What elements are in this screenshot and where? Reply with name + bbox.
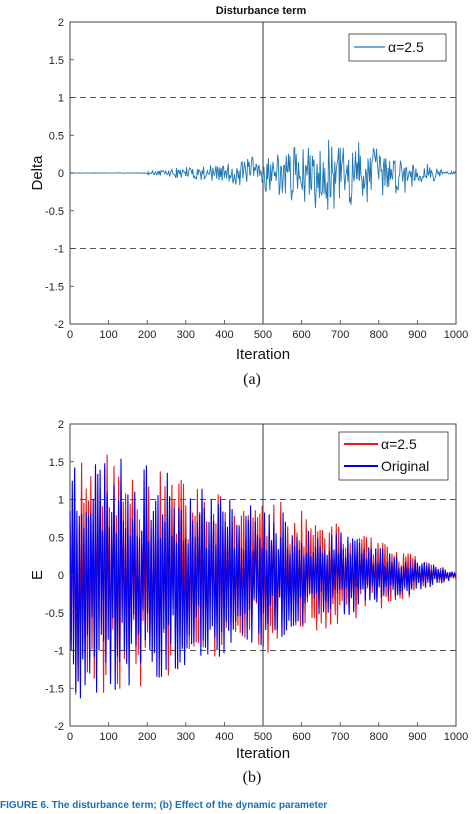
x-tick-label: 300 <box>177 329 195 341</box>
chart-b-legend-box <box>338 431 449 481</box>
y-tick-label: -2 <box>54 319 64 331</box>
chart-a: Disturbance term 0 100 200 300 400 500 600 700 8… <box>29 5 468 388</box>
x-tick-label: 500 <box>254 329 272 341</box>
x-tick-label: 900 <box>408 731 426 743</box>
chart-a-series <box>69 139 457 210</box>
chart-b-subfigure-label: (b) <box>243 769 262 786</box>
x-tick-label: 1000 <box>444 329 468 341</box>
x-tick-label: 200 <box>138 731 156 743</box>
x-tick-label: 100 <box>99 731 117 743</box>
y-tick-label: -0.5 <box>45 608 64 620</box>
series-line-alpha <box>69 139 457 210</box>
chart-a-legend: α=2.5 <box>348 33 447 62</box>
x-tick-label: 1000 <box>444 731 468 743</box>
chart-b-legend: α=2.5 Original <box>338 431 449 481</box>
y-tick-label: 0 <box>58 570 64 582</box>
chart-b-y-ticks: -2 -1.5 -1 -0.5 0 0.5 1 1.5 2 <box>45 419 74 733</box>
x-tick-label: 700 <box>331 329 349 341</box>
y-tick-label: 1.5 <box>49 55 64 67</box>
x-tick-label: 200 <box>138 329 156 341</box>
chart-a-y-label: Delta <box>29 155 46 191</box>
x-tick-label: 300 <box>177 731 195 743</box>
x-tick-label: 800 <box>370 329 388 341</box>
chart-a-x-ticks: 0 100 200 300 400 500 600 700 800 900 1000 <box>67 320 468 341</box>
x-tick-label: 900 <box>408 329 426 341</box>
y-tick-label: -0.5 <box>45 206 64 218</box>
y-tick-label: -1 <box>54 646 64 658</box>
x-tick-label: 0 <box>67 329 73 341</box>
chart-b-legend-label-original: Original <box>381 458 429 474</box>
y-tick-label: 1 <box>58 495 64 507</box>
x-tick-label: 700 <box>331 731 349 743</box>
chart-b-legend-label-alpha: α=2.5 <box>381 436 417 452</box>
x-tick-label: 800 <box>370 731 388 743</box>
y-tick-label: 0.5 <box>49 532 64 544</box>
chart-a-title: Disturbance term <box>216 5 307 17</box>
y-tick-label: -1.5 <box>45 281 64 293</box>
chart-b-y-label: E <box>29 570 46 580</box>
y-tick-label: 1.5 <box>49 457 64 469</box>
y-tick-label: 1 <box>58 93 64 105</box>
x-tick-label: 400 <box>215 731 233 743</box>
y-tick-label: 2 <box>58 17 64 29</box>
chart-a-subfigure-label: (a) <box>243 371 261 388</box>
chart-b-x-label: Iteration <box>236 745 290 762</box>
x-tick-label: 600 <box>292 329 310 341</box>
figure-caption: FIGURE 6. The disturbance term; (b) Effe… <box>0 800 327 811</box>
y-tick-label: -2 <box>54 721 64 733</box>
x-tick-label: 400 <box>215 329 233 341</box>
y-tick-label: 0 <box>58 168 64 180</box>
x-tick-label: 100 <box>99 329 117 341</box>
series-line-original <box>69 458 457 699</box>
y-tick-label: 0.5 <box>49 130 64 142</box>
chart-a-y-ticks: -2 -1.5 -1 -0.5 0 0.5 1 1.5 2 <box>45 17 74 331</box>
x-tick-label: 500 <box>254 731 272 743</box>
chart-a-x-label: Iteration <box>236 346 290 363</box>
x-tick-label: 0 <box>67 731 73 743</box>
chart-b-x-ticks: 0 100 200 300 400 500 600 700 800 900 1000 <box>67 722 468 743</box>
y-tick-label: 2 <box>58 419 64 431</box>
x-tick-label: 600 <box>292 731 310 743</box>
y-tick-label: -1.5 <box>45 683 64 695</box>
chart-a-legend-label: α=2.5 <box>388 39 424 55</box>
y-tick-label: -1 <box>54 244 64 256</box>
chart-b-series <box>69 454 457 699</box>
chart-b: 0 100 200 300 400 500 600 700 800 900 1000 -2-1.5-… <box>29 419 468 786</box>
